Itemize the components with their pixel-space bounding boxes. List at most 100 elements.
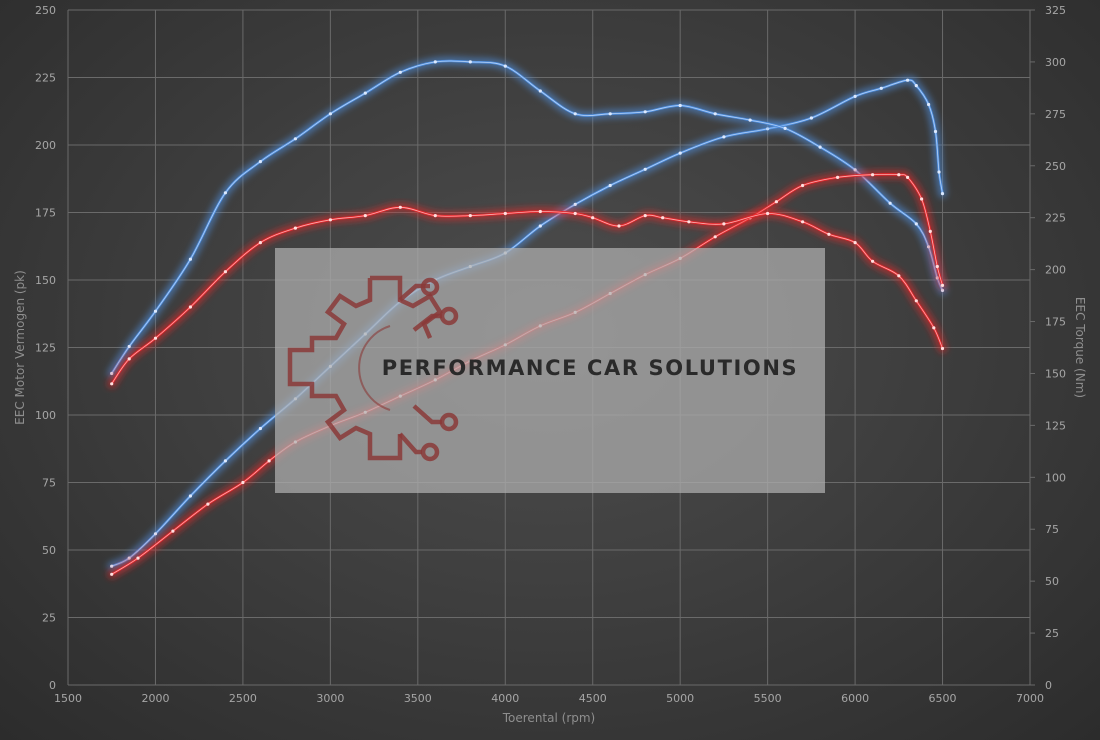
- y-tick-label: 125: [35, 342, 56, 355]
- data-point: [188, 305, 192, 309]
- data-point: [897, 274, 901, 278]
- y-tick-label: 0: [49, 679, 56, 692]
- y-tick-label: 75: [42, 477, 56, 490]
- data-point: [188, 257, 192, 261]
- data-point: [871, 173, 875, 177]
- data-point: [748, 118, 752, 122]
- data-point: [809, 116, 814, 120]
- series-red-torque: [107, 202, 947, 389]
- data-point: [783, 126, 787, 130]
- x-tick-label: 6000: [841, 692, 869, 705]
- x-tick-label: 7000: [1016, 692, 1044, 705]
- data-point: [503, 64, 507, 68]
- x-tick-label: 3500: [404, 692, 432, 705]
- data-point: [827, 232, 831, 236]
- data-point: [932, 326, 936, 330]
- data-point: [888, 201, 892, 205]
- data-point: [818, 145, 822, 149]
- data-point: [933, 129, 938, 134]
- x-tick-label: 4500: [579, 692, 607, 705]
- data-point: [153, 532, 158, 536]
- x-tick-label: 2000: [141, 692, 169, 705]
- data-point: [468, 214, 472, 218]
- series-blue-torque: [107, 56, 947, 378]
- data-point: [328, 112, 332, 116]
- data-point: [110, 382, 114, 386]
- data-point: [927, 102, 931, 107]
- data-point: [897, 173, 901, 177]
- data-point: [774, 200, 779, 204]
- y2-tick-label: 100: [1045, 471, 1066, 484]
- data-point: [468, 60, 472, 64]
- y2-tick-label: 150: [1045, 367, 1066, 380]
- axes: 1500 2000 2500 3000 3500 4000 4500 5000 5500 6000…: [13, 4, 1087, 725]
- data-point: [591, 216, 595, 220]
- y-tick-label: 200: [35, 139, 56, 152]
- y2-tick-label: 25: [1045, 627, 1059, 640]
- data-point: [538, 224, 542, 228]
- data-point: [127, 357, 131, 361]
- data-point: [503, 211, 507, 216]
- y2-tick-label: 200: [1045, 264, 1066, 277]
- data-point: [920, 197, 924, 201]
- data-point: [643, 110, 647, 114]
- x-tick-label: 5000: [666, 692, 694, 705]
- data-point: [722, 135, 726, 139]
- data-point: [573, 202, 577, 206]
- data-point: [687, 220, 691, 224]
- x-axis-title: Toerental (rpm): [502, 711, 595, 725]
- data-point: [293, 137, 297, 141]
- data-point: [937, 170, 941, 174]
- series-line-highlight: [111, 60, 943, 374]
- data-point: [643, 214, 647, 218]
- data-point: [678, 103, 682, 108]
- y-tick-label: 25: [42, 612, 56, 625]
- data-point: [801, 183, 805, 188]
- data-point: [608, 112, 612, 116]
- data-point: [906, 78, 910, 82]
- data-point: [328, 218, 332, 222]
- data-point: [914, 84, 918, 88]
- y2-tick-label: 300: [1045, 56, 1066, 69]
- x-tick-label: 5500: [754, 692, 782, 705]
- data-point: [363, 91, 367, 95]
- data-point: [608, 183, 612, 188]
- watermark: PERFORMANCE CAR SOLUTIONS: [275, 248, 825, 493]
- y2-tick-label: 125: [1045, 419, 1066, 432]
- data-point: [871, 259, 875, 263]
- data-point: [853, 241, 857, 245]
- data-point: [153, 309, 158, 313]
- data-point: [258, 160, 262, 164]
- watermark-box: [275, 248, 825, 493]
- data-point: [398, 205, 402, 209]
- watermark-text: PERFORMANCE CAR SOLUTIONS: [382, 356, 799, 380]
- data-point: [661, 216, 665, 220]
- y-tick-label: 150: [35, 274, 56, 287]
- y2-tick-label: 0: [1045, 679, 1052, 692]
- y-tick-label: 225: [35, 72, 56, 85]
- y2-tick-label: 250: [1045, 160, 1066, 173]
- data-point: [398, 70, 402, 74]
- y2-tick-label: 75: [1045, 523, 1059, 536]
- data-point: [241, 480, 245, 485]
- data-point: [433, 60, 437, 64]
- y2-tick-label: 175: [1045, 316, 1066, 329]
- series-blue-power: [107, 75, 947, 571]
- data-point: [110, 564, 114, 568]
- data-point: [713, 235, 717, 239]
- gear-circuit-logo-icon: [287, 275, 459, 462]
- data-point: [940, 283, 945, 287]
- data-point: [853, 94, 857, 98]
- data-point: [223, 459, 227, 463]
- data-point: [928, 229, 932, 233]
- data-point: [136, 556, 140, 560]
- y-tick-label: 175: [35, 207, 56, 220]
- data-point: [836, 175, 840, 179]
- series-line-highlight: [111, 206, 943, 385]
- data-point: [206, 502, 210, 506]
- data-point: [258, 241, 262, 245]
- data-point: [643, 167, 647, 171]
- data-point: [678, 151, 682, 155]
- data-point: [363, 214, 367, 218]
- x-tick-label: 4000: [491, 692, 519, 705]
